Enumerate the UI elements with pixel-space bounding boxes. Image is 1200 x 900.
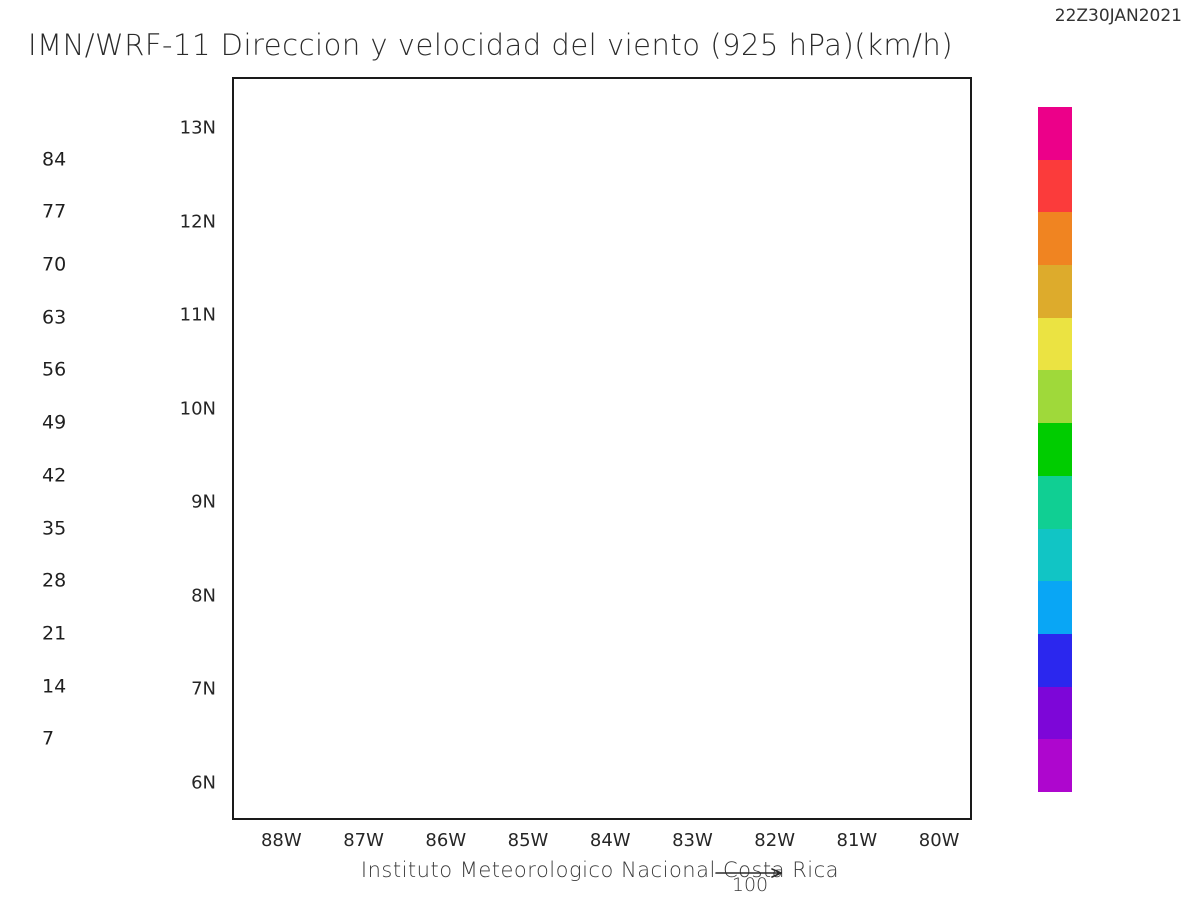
colorbar-band [1038,212,1072,266]
longitude-tick-label: 85W [507,830,549,851]
colorbar-band [1038,739,1072,792]
latitude-tick-label: 13N [179,117,216,139]
colorbar-band [1038,633,1072,687]
colorbar-band [1038,528,1072,582]
colorbar-band [1038,370,1072,424]
longitude-tick-label: 84W [589,830,631,851]
colorbar-band [1038,317,1072,371]
longitude-tick-label: 82W [754,830,796,851]
page-title: IMN/WRF-11 Direccion y velocidad del vie… [28,28,954,62]
colorbar-tick-label: 56 [42,359,67,382]
colorbar-band [1038,686,1072,740]
coastline-overlay [232,77,972,655]
latitude-tick-label: 12N [179,211,216,233]
longitude-tick-label: 81W [836,830,878,851]
latitude-tick-label: 10N [179,398,216,420]
latitude-tick-label: 6N [191,772,216,794]
colorbar-tick-label: 14 [42,675,67,698]
latitude-tick-label: 9N [191,491,216,513]
colorbar-tick-label: 7 [42,727,55,750]
speed-colorbar[interactable] [1038,107,1072,792]
reference-vector-arrow [715,868,782,878]
longitude-tick-label: 80W [918,830,960,851]
colorbar-tick-label: 42 [42,464,67,487]
longitude-tick-label: 87W [343,830,384,851]
colorbar-tick-label: 70 [42,253,67,276]
institution-caption: Instituto Meteorologico Nacional Costa R… [360,858,840,882]
colorbar-tick-label: 49 [42,411,67,434]
longitude-tick-label: 83W [672,830,713,851]
colorbar-band [1038,423,1072,476]
longitude-tick-label: 86W [425,830,467,851]
map-plot-area[interactable] [232,77,972,820]
colorbar-tick-label: 84 [42,148,67,171]
colorbar-tick-label: 63 [42,306,67,329]
colorbar-band [1038,581,1072,634]
latitude-tick-label: 8N [191,585,216,607]
colorbar-band [1038,475,1072,529]
colorbar-tick-label: 28 [42,569,67,592]
latitude-tick-label: 11N [179,304,216,326]
colorbar-tick-label: 77 [42,200,67,223]
forecast-timestamp: 22Z30JAN2021 [1054,6,1182,26]
reference-vector-label: 100 [731,874,769,896]
colorbar-tick-label: 35 [42,517,67,540]
colorbar-band [1038,159,1072,213]
colorbar-band [1038,265,1072,318]
longitude-tick-label: 88W [260,830,302,851]
latitude-tick-label: 7N [191,678,216,700]
colorbar-band [1038,107,1072,160]
colorbar-tick-label: 21 [42,622,67,645]
